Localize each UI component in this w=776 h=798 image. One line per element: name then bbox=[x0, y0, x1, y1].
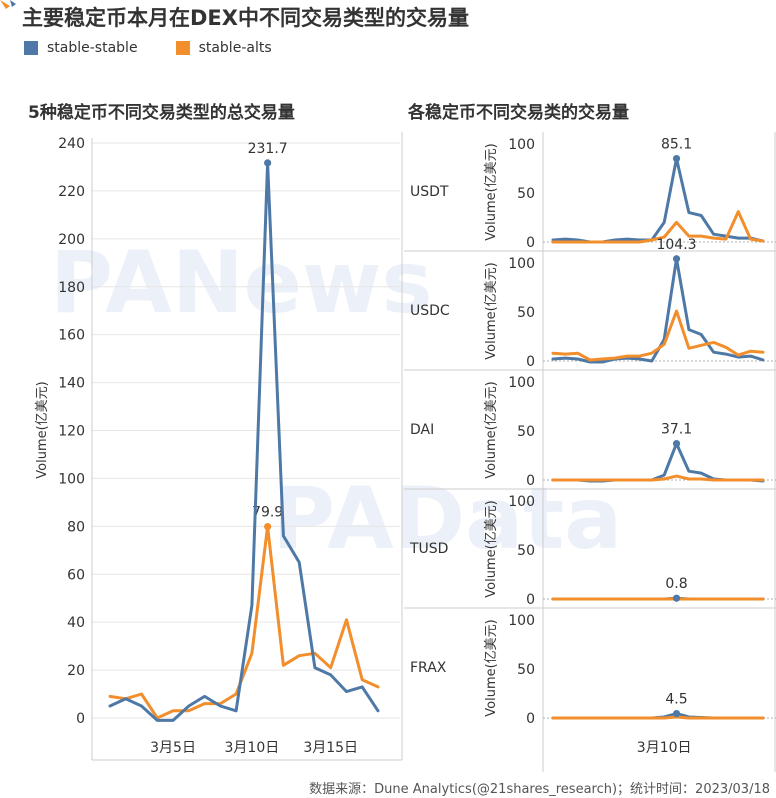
right-y-axis-label: Volume(亿美元) bbox=[484, 381, 499, 479]
right-y-tick-label: 100 bbox=[508, 494, 535, 510]
panel-frax-peak-point bbox=[672, 709, 681, 718]
right-y-tick-label: 100 bbox=[508, 613, 535, 629]
left-series-line-stable-stable bbox=[108, 161, 380, 722]
panel-label-usdt: USDT bbox=[410, 184, 449, 200]
right-y-tick-label: 50 bbox=[517, 662, 535, 678]
left-y-tick-label: 60 bbox=[67, 567, 85, 583]
right-y-tick-label: 100 bbox=[508, 256, 535, 272]
right-y-axis-label: Volume(亿美元) bbox=[484, 143, 499, 241]
right-y-tick-label: 0 bbox=[526, 235, 535, 251]
right-y-tick-label: 50 bbox=[517, 424, 535, 440]
right-x-tick-label: 3月10日 bbox=[637, 740, 692, 756]
panel-usdc-series-line-stable-stable bbox=[551, 257, 765, 364]
right-chart-title: 各稳定币不同交易类的交易量 bbox=[408, 103, 629, 123]
panel-frax-series-line-stable-alts bbox=[551, 715, 765, 720]
left-y-tick-label: 220 bbox=[58, 184, 85, 200]
left-y-tick-label: 160 bbox=[58, 328, 85, 344]
right-y-tick-label: 100 bbox=[508, 137, 535, 153]
panel-label-dai: DAI bbox=[410, 422, 434, 438]
panel-usdt-peak-label: 85.1 bbox=[661, 137, 692, 153]
left-y-tick-label: 240 bbox=[58, 136, 85, 152]
data-source-footer: 数据来源：Dune Analytics(@21shares_research)；… bbox=[309, 782, 770, 797]
right-y-axis-label: Volume(亿美元) bbox=[484, 619, 499, 717]
panel-label-usdc: USDC bbox=[410, 303, 450, 319]
left-y-tick-label: 100 bbox=[58, 471, 85, 487]
panel-usdc-peak-point bbox=[672, 255, 681, 263]
panel-label-tusd: TUSD bbox=[409, 541, 448, 557]
panel-tusd-peak-point bbox=[672, 594, 681, 602]
watermark-panews: PANews bbox=[50, 233, 433, 333]
legend: stable-stable stable-alts bbox=[24, 40, 272, 56]
left-peak-label-stable-stable: 231.7 bbox=[248, 141, 288, 157]
legend-label-stable-alts: stable-alts bbox=[198, 40, 272, 56]
right-y-tick-label: 0 bbox=[526, 473, 535, 489]
panel-dai-series-line-stable-alts bbox=[551, 474, 765, 482]
right-y-tick-label: 50 bbox=[517, 543, 535, 559]
left-y-tick-label: 140 bbox=[58, 376, 85, 392]
panel-usdc-series-line-stable-alts bbox=[551, 309, 765, 362]
legend-item-stable-alts: stable-alts bbox=[175, 40, 272, 56]
panel-tusd-peak-label: 0.8 bbox=[665, 576, 687, 592]
left-y-axis-label: Volume(亿美元) bbox=[35, 381, 50, 479]
right-y-tick-label: 50 bbox=[517, 186, 535, 202]
right-y-tick-label: 50 bbox=[517, 305, 535, 321]
right-y-tick-label: 0 bbox=[526, 592, 535, 608]
panel-dai-peak-point bbox=[672, 440, 681, 448]
left-y-tick-label: 200 bbox=[58, 232, 85, 248]
left-y-tick-label: 0 bbox=[76, 711, 85, 727]
left-peak-label-stable-alts: 79.9 bbox=[252, 505, 283, 521]
left-x-tick-label: 3月5日 bbox=[150, 740, 196, 756]
panel-usdc-peak-label: 104.3 bbox=[656, 237, 696, 253]
left-y-tick-label: 80 bbox=[67, 519, 85, 535]
right-y-tick-label: 0 bbox=[526, 354, 535, 370]
right-y-axis-label: Volume(亿美元) bbox=[484, 500, 499, 598]
left-y-tick-label: 20 bbox=[67, 663, 85, 679]
left-y-tick-label: 180 bbox=[58, 280, 85, 296]
right-y-tick-label: 100 bbox=[508, 375, 535, 391]
legend-swatch-stable-alts bbox=[175, 41, 190, 55]
panel-usdt-peak-point bbox=[672, 155, 681, 163]
right-y-axis-label: Volume(亿美元) bbox=[484, 262, 499, 360]
page-title: 主要稳定币本月在DEX中不同交易类型的交易量 bbox=[22, 6, 469, 30]
left-chart-title: 5种稳定币不同交易类型的总交易量 bbox=[28, 103, 295, 123]
left-y-tick-label: 120 bbox=[58, 424, 85, 440]
left-x-tick-label: 3月15日 bbox=[303, 740, 358, 756]
panel-dai-peak-label: 37.1 bbox=[661, 422, 692, 438]
legend-swatch-stable-stable bbox=[24, 41, 38, 55]
left-y-tick-label: 40 bbox=[67, 615, 85, 631]
legend-label-stable-stable: stable-stable bbox=[47, 40, 138, 56]
left-series-line-stable-alts bbox=[108, 525, 380, 720]
watermark-padata: PAData bbox=[272, 469, 622, 569]
panel-frax-peak-label: 4.5 bbox=[665, 692, 687, 708]
panel-usdt-series-line-stable-alts bbox=[551, 210, 765, 244]
left-peak-point-stable-stable bbox=[264, 159, 272, 167]
left-peak-point-stable-alts bbox=[264, 522, 272, 531]
legend-item-stable-stable: stable-stable bbox=[24, 40, 138, 56]
brand-corner-icon bbox=[0, 0, 16, 9]
panel-label-frax: FRAX bbox=[410, 660, 447, 676]
right-y-tick-label: 0 bbox=[526, 711, 535, 727]
left-x-tick-label: 3月10日 bbox=[225, 740, 280, 756]
